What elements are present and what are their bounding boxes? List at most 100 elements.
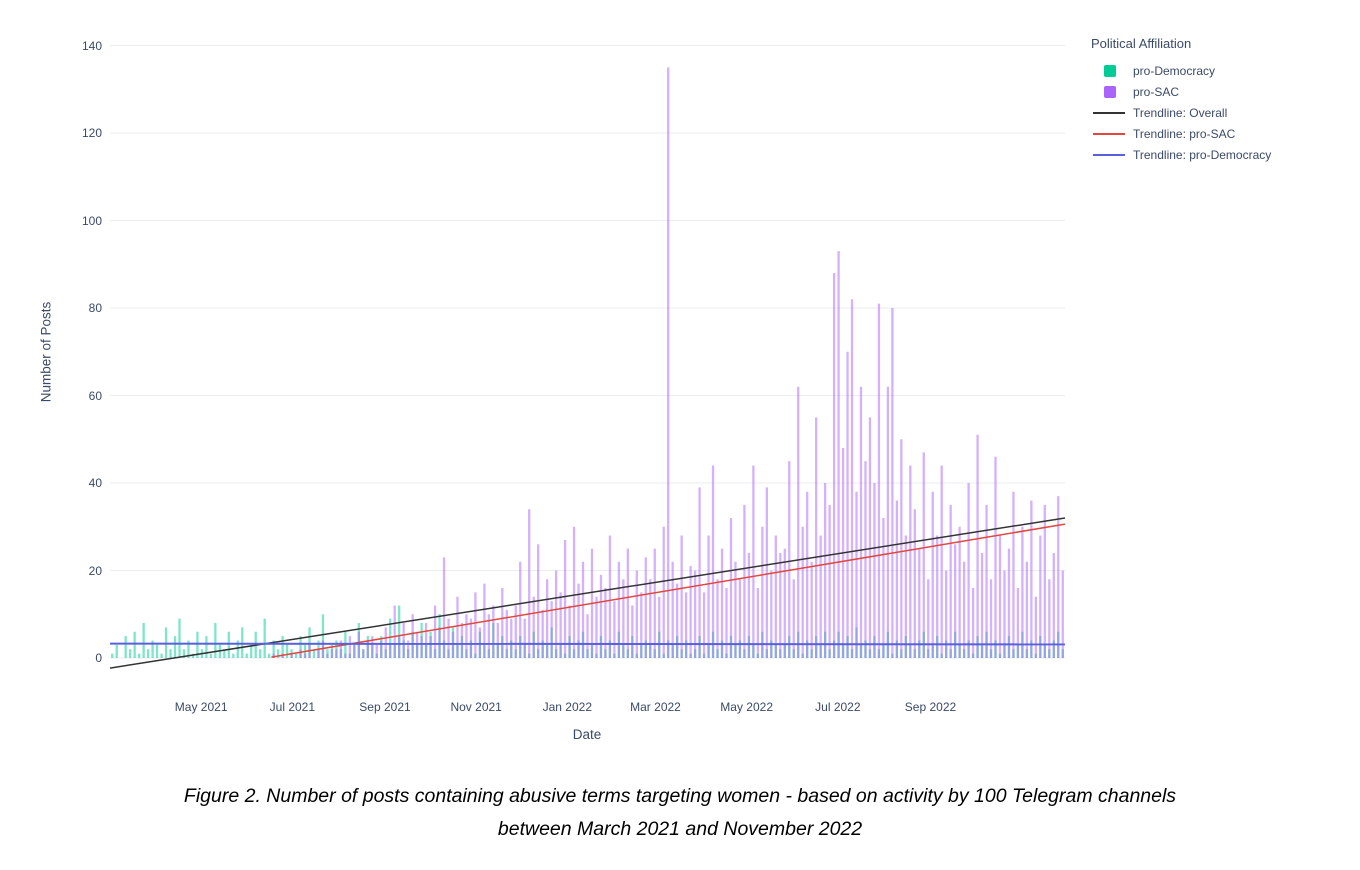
bar-pro-Democracy <box>268 653 271 659</box>
legend-swatch <box>1091 153 1133 156</box>
bar-pro-SAC <box>380 640 383 658</box>
bar-pro-SAC <box>456 596 459 658</box>
bar-pro-SAC <box>626 548 629 659</box>
bar-pro-SAC <box>936 535 939 658</box>
chart-area: Number of Posts Date 0 20 40 60 80 100 120 140 … <box>39 36 1272 742</box>
bar-pro-Democracy <box>294 653 298 659</box>
bar-pro-Democracy <box>187 640 190 658</box>
y-tick-label: 60 <box>88 388 102 403</box>
bar-pro-SAC <box>447 618 450 659</box>
bar-pro-SAC <box>631 605 634 658</box>
legend: Political Affiliation pro-Democracy pro-S… <box>1091 36 1271 165</box>
bar-pro-SAC <box>465 614 468 658</box>
bar-pro-Democracy <box>142 623 145 658</box>
bar-pro-SAC <box>1048 579 1051 658</box>
y-tick-label: 100 <box>81 213 102 228</box>
bar-pro-SAC <box>1007 548 1011 659</box>
bar-pro-SAC <box>967 483 970 658</box>
bar-pro-SAC <box>770 570 773 658</box>
bar-pro-SAC <box>797 386 800 658</box>
bar-pro-SAC <box>909 465 912 658</box>
bar-pro-Democracy <box>182 649 186 658</box>
bar-pro-SAC <box>326 653 329 659</box>
bar-pro-SAC <box>774 535 777 658</box>
y-tick-label: 20 <box>88 563 102 578</box>
x-tick-label: Jul 2021 <box>269 700 316 714</box>
bar-pro-SAC <box>716 579 719 658</box>
legend-swatch <box>1091 64 1133 77</box>
bar-pro-SAC <box>290 653 293 659</box>
bar-pro-SAC <box>1012 491 1015 658</box>
bar-pro-SAC <box>877 303 881 659</box>
bar-pro-SAC <box>510 618 513 659</box>
line-swatch-icon <box>1093 153 1125 156</box>
bar-pro-SAC <box>563 539 567 659</box>
x-tick-label: Mar 2022 <box>630 700 681 714</box>
bar-pro-Democracy <box>236 640 239 658</box>
plot-svg <box>109 45 1066 669</box>
legend-swatch <box>1091 132 1133 135</box>
bar-pro-SAC <box>918 548 921 659</box>
bar-pro-SAC <box>604 588 607 658</box>
bar-pro-SAC <box>362 649 365 658</box>
legend-item-pro-democracy[interactable]: pro-Democracy <box>1091 60 1271 81</box>
legend-item-label: Trendline: Overall <box>1133 105 1228 120</box>
bar-pro-SAC <box>474 592 477 659</box>
bar-pro-SAC <box>559 592 562 659</box>
bar-pro-SAC <box>913 509 916 658</box>
bar-pro-SAC <box>1003 570 1006 658</box>
bar-pro-SAC <box>353 644 356 659</box>
bar-pro-SAC <box>644 557 647 659</box>
bar-pro-SAC <box>640 592 643 659</box>
legend-item-trendline-pro-sac[interactable]: Trendline: pro-SAC <box>1091 123 1271 144</box>
bar-pro-SAC <box>528 509 531 658</box>
figure-caption: Figure 2. Number of posts containing abu… <box>0 780 1360 846</box>
bar-pro-SAC <box>792 579 795 658</box>
bar-pro-SAC <box>299 649 302 658</box>
bar-pro-SAC <box>384 627 387 659</box>
bar-pro-SAC <box>698 487 701 659</box>
bar-pro-Democracy <box>276 649 280 658</box>
bar-pro-Democracy <box>263 618 266 659</box>
trendline-trendline-pro-democracy <box>109 642 1066 646</box>
bar-pro-SAC <box>707 535 710 658</box>
bar-pro-Democracy <box>133 631 136 658</box>
bar-pro-SAC <box>375 644 378 659</box>
bar-pro-SAC <box>635 570 638 658</box>
bar-pro-SAC <box>1043 504 1046 659</box>
bar-pro-SAC <box>649 579 652 658</box>
x-tick-label: Nov 2021 <box>450 700 502 714</box>
legend-item-pro-sac[interactable]: pro-SAC <box>1091 81 1271 102</box>
bar-pro-SAC <box>882 518 885 658</box>
square-swatch-icon <box>1104 85 1116 98</box>
bar-pro-Democracy <box>281 636 284 659</box>
legend-item-trendline-pro-democracy[interactable]: Trendline: pro-Democracy <box>1091 144 1271 165</box>
bar-pro-Democracy <box>326 649 329 658</box>
bar-pro-SAC <box>752 465 755 658</box>
bar-pro-SAC <box>568 605 571 658</box>
bar-pro-SAC <box>976 434 979 659</box>
bar-pro-SAC <box>1025 561 1029 658</box>
bar-pro-SAC <box>761 526 764 658</box>
bar-pro-SAC <box>765 487 768 659</box>
bar-pro-SAC <box>487 614 491 658</box>
square-swatch-icon <box>1104 64 1116 77</box>
legend-title: Political Affiliation <box>1091 36 1192 51</box>
bar-pro-SAC <box>900 439 903 658</box>
bar-pro-SAC <box>711 465 715 658</box>
bar-pro-SAC <box>720 548 724 659</box>
x-tick-label: Sep 2022 <box>904 700 957 714</box>
bar-pro-SAC <box>989 579 993 658</box>
bar-pro-SAC <box>595 596 598 658</box>
bar-pro-SAC <box>357 631 360 658</box>
bar-pro-SAC <box>927 579 930 658</box>
bar-pro-SAC <box>904 535 907 658</box>
x-tick-label: May 2022 <box>720 700 773 714</box>
bar-pro-SAC <box>886 386 890 658</box>
legend-item-trendline-overall[interactable]: Trendline: Overall <box>1091 102 1271 123</box>
bar-pro-Democracy <box>250 644 253 659</box>
bar-pro-Democracy <box>169 649 172 658</box>
bar-pro-Democracy <box>151 640 154 658</box>
bar-pro-SAC <box>806 491 809 658</box>
bar-pro-SAC <box>411 614 414 658</box>
